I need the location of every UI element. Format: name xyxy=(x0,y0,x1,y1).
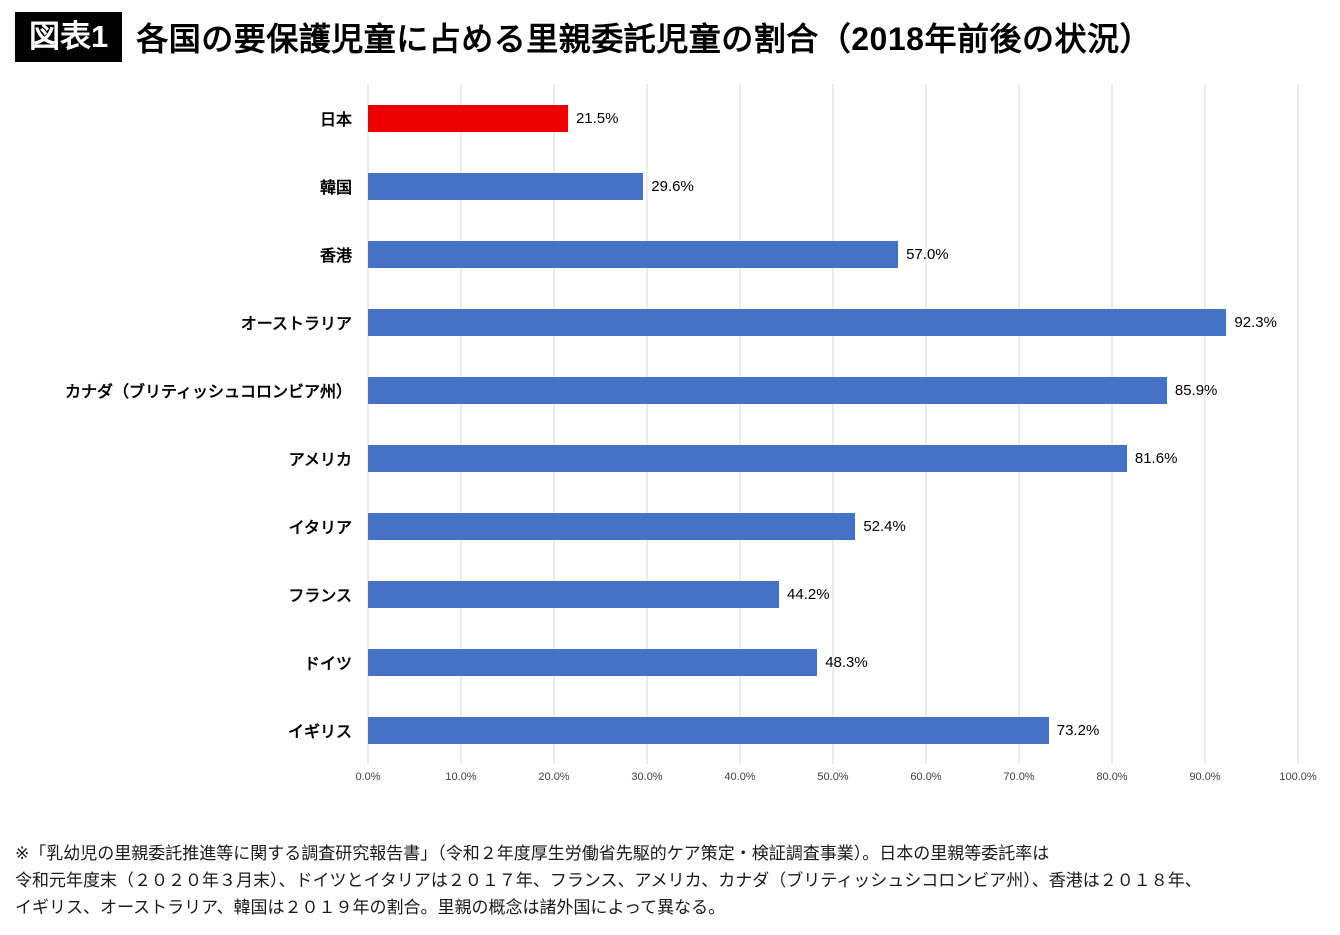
bar xyxy=(368,444,1127,472)
value-label: 52.4% xyxy=(863,517,906,535)
header: 図表1 各国の要保護児童に占める里親委託児童の割合（2018年前後の状況） xyxy=(0,0,1340,62)
bar-track: 48.3% xyxy=(368,648,1298,676)
value-label: 81.6% xyxy=(1134,449,1178,467)
x-tick-label: 40.0% xyxy=(724,771,756,783)
value-label: 21.5% xyxy=(575,109,619,127)
category-label: イギリス xyxy=(287,724,352,741)
value-label: 92.3% xyxy=(1234,313,1277,331)
bar xyxy=(368,240,899,268)
bar-rows: 日本 21.5% 韓国 29.6% 香港 57.0% オーストラリア 92.3% カナダ（ブリテ… xyxy=(0,84,1340,764)
footnote-line: ※「乳幼児の里親委託推進等に関する調査研究報告書」（令和２年度厚生労働省先駆的ケ… xyxy=(15,844,1050,863)
bar-row: カナダ（ブリティッシュコロンビア州） 85.9% xyxy=(0,356,1340,424)
footnote: ※「乳幼児の里親委託推進等に関する調査研究報告書」（令和２年度厚生労働省先駆的ケ… xyxy=(15,840,1325,922)
category-label: 日本 xyxy=(319,112,352,129)
value-label: 73.2% xyxy=(1056,721,1100,739)
value-label: 29.6% xyxy=(651,177,694,195)
bar-row: アメリカ 81.6% xyxy=(0,424,1340,492)
bar xyxy=(368,512,856,540)
category-label: オーストラリア xyxy=(240,316,352,333)
x-tick-label: 50.0% xyxy=(817,771,849,783)
bar-chart: 日本 21.5% 韓国 29.6% 香港 57.0% オーストラリア 92.3% カナダ（ブリテ… xyxy=(0,84,1340,790)
bar-row: イタリア 52.4% xyxy=(0,492,1340,560)
bar-track: 73.2% xyxy=(368,716,1298,744)
bar-track: 29.6% xyxy=(368,172,1298,200)
x-tick-label: 10.0% xyxy=(445,771,477,783)
figure-badge: 図表1 xyxy=(15,12,123,62)
page-title: 各国の要保護児童に占める里親委託児童の割合（2018年前後の状況） xyxy=(136,21,1152,57)
bar xyxy=(368,104,568,132)
category-label: 韓国 xyxy=(319,180,352,197)
footnote-line: 令和元年度末（２０２０年３月末）、ドイツとイタリアは２０１７年、フランス、アメリ… xyxy=(15,871,1202,891)
bar-track: 52.4% xyxy=(368,512,1298,540)
bar-row: オーストラリア 92.3% xyxy=(0,288,1340,356)
value-label: 44.2% xyxy=(787,585,830,603)
category-label: アメリカ xyxy=(288,452,352,469)
category-label: ドイツ xyxy=(303,656,352,673)
category-label: フランス xyxy=(288,588,352,605)
category-label: カナダ（ブリティッシュコロンビア州） xyxy=(64,384,352,401)
bar xyxy=(368,172,644,200)
x-axis: 0.0% 10.0% 20.0% 30.0% 40.0% 50.0% 60.0% 70.0% 8… xyxy=(355,764,1316,790)
bar xyxy=(368,716,1049,744)
footnote-line: イギリス、オーストラリア、韓国は２０１９年の割合。里親の概念は諸外国によって異な… xyxy=(15,898,726,918)
bar xyxy=(368,580,780,608)
value-label: 57.0% xyxy=(906,245,949,263)
bar-row: イギリス 73.2% xyxy=(0,696,1340,764)
bar-track: 81.6% xyxy=(368,444,1298,472)
value-label: 48.3% xyxy=(825,653,868,671)
x-tick-label: 100.0% xyxy=(1279,771,1317,783)
bar-track: 57.0% xyxy=(368,240,1298,268)
x-tick-label: 30.0% xyxy=(631,771,663,783)
category-label: イタリア xyxy=(288,520,352,537)
x-tick-label: 0.0% xyxy=(355,771,381,783)
x-tick-label: 80.0% xyxy=(1096,771,1128,783)
bar-track: 92.3% xyxy=(368,308,1298,336)
x-tick-label: 20.0% xyxy=(538,771,570,783)
x-tick-label: 60.0% xyxy=(910,771,942,783)
bar-row: 日本 21.5% xyxy=(0,84,1340,152)
bar-row: 韓国 29.6% xyxy=(0,152,1340,220)
x-tick-label: 90.0% xyxy=(1189,771,1221,783)
bar-track: 85.9% xyxy=(368,376,1298,404)
bar xyxy=(368,376,1167,404)
bar-row: フランス 44.2% xyxy=(0,560,1340,628)
bar-row: 香港 57.0% xyxy=(0,220,1340,288)
value-label: 85.9% xyxy=(1174,381,1218,399)
x-tick-label: 70.0% xyxy=(1003,771,1035,783)
category-label: 香港 xyxy=(319,248,352,265)
bar-track: 44.2% xyxy=(368,580,1298,608)
bar-track: 21.5% xyxy=(368,104,1298,132)
bar-row: ドイツ 48.3% xyxy=(0,628,1340,696)
bar xyxy=(368,648,818,676)
bar xyxy=(368,308,1227,336)
